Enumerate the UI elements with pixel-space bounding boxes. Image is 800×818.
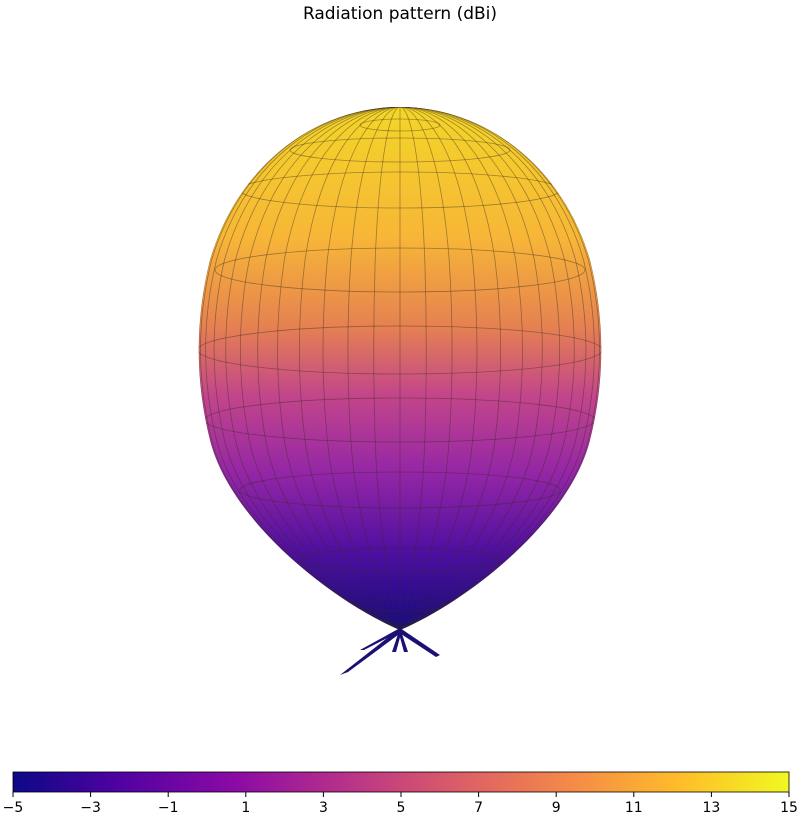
mesh-parallel: [214, 247, 586, 293]
colorbar-tick-label: −1: [158, 800, 179, 816]
mesh-meridian: [399, 107, 602, 630]
colorbar: [12, 771, 790, 793]
side-lobes: [340, 628, 440, 675]
mesh-meridian: [399, 107, 427, 630]
mesh-meridian: [198, 107, 401, 630]
mesh-meridian: [277, 107, 401, 630]
mesh-meridian: [399, 107, 600, 630]
mesh-parallel: [359, 118, 441, 132]
mesh-parallel: [289, 137, 511, 163]
mesh-meridian: [399, 107, 561, 630]
mesh-parallel: [198, 325, 602, 375]
mesh-meridian: [225, 107, 401, 630]
mesh-meridian: [373, 107, 401, 630]
mesh-meridian: [399, 107, 523, 630]
colorbar-tick-label: 13: [702, 800, 720, 816]
mesh-meridian: [399, 107, 502, 630]
mesh-meridian: [399, 107, 595, 630]
mesh-meridian: [347, 107, 401, 630]
colorbar-tick-label: 7: [474, 800, 483, 816]
mesh-meridian: [399, 107, 543, 630]
colorbar-tick-label: −3: [80, 800, 101, 816]
chart-title: Radiation pattern (dBi): [303, 4, 497, 24]
mesh-meridian: [200, 107, 401, 630]
mesh-meridian: [399, 107, 478, 630]
mesh-meridian: [239, 107, 401, 630]
colorbar-tick-label: 3: [319, 800, 328, 816]
mesh-meridian: [205, 107, 401, 630]
mesh-parallel: [239, 471, 561, 509]
mesh-meridian: [213, 107, 401, 630]
mesh-meridian: [298, 107, 401, 630]
surface-mesh: [198, 107, 602, 630]
mesh-meridian: [322, 107, 401, 630]
colorbar-tick-label: 9: [552, 800, 561, 816]
mesh-meridian: [257, 107, 401, 630]
mesh-parallel: [299, 547, 501, 573]
mesh-meridian: [399, 107, 453, 630]
colorbar-tick-label: −5: [3, 800, 24, 816]
mesh-meridian: [399, 107, 575, 630]
mesh-meridian: [399, 107, 587, 630]
colorbar-tick-label: 5: [397, 800, 406, 816]
colorbar-tick-label: 1: [241, 800, 250, 816]
colorbar-tick-label: 11: [625, 800, 643, 816]
colorbar-tick-label: 15: [780, 800, 798, 816]
mesh-parallel: [354, 598, 446, 612]
